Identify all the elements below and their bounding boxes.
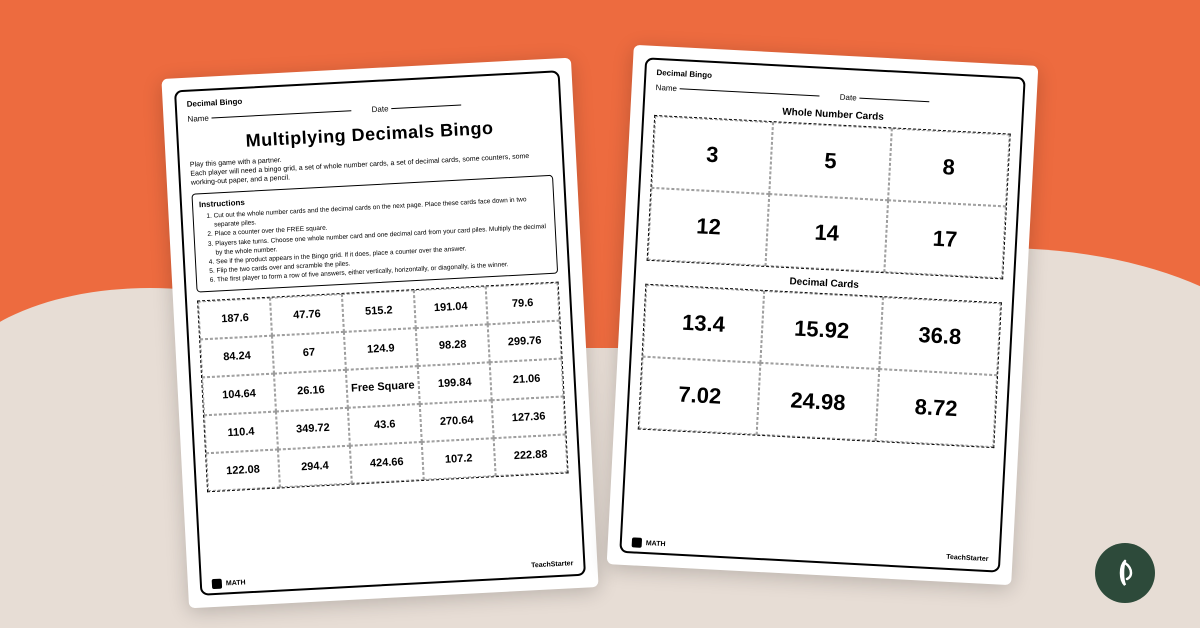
card: 36.8 [879, 297, 1001, 375]
bingo-cell: 21.06 [490, 359, 564, 401]
subject: MATH [646, 540, 666, 548]
bingo-cell: 110.4 [204, 412, 278, 454]
card: 15.92 [761, 291, 883, 369]
bingo-cell: Free Square [346, 366, 420, 408]
worksheet-page-2: Decimal Bingo Name Date Whole Number Car… [607, 45, 1039, 585]
whole-number-cards: 358 121417 [647, 115, 1011, 279]
bingo-cell: 191.04 [414, 286, 488, 328]
bingo-cell: 294.4 [278, 446, 352, 488]
bingo-cell: 79.6 [486, 283, 560, 325]
bingo-cell: 222.88 [494, 434, 568, 476]
bingo-cell: 43.6 [348, 404, 422, 446]
card: 14 [766, 194, 888, 272]
bingo-cell: 199.84 [418, 362, 492, 404]
date-label: Date [371, 100, 461, 114]
card: 13.4 [643, 285, 765, 363]
card: 8 [888, 128, 1010, 206]
card: 5 [770, 122, 892, 200]
bingo-cell: 127.36 [492, 397, 566, 439]
name-label: Name [187, 106, 352, 124]
bingo-cell: 349.72 [276, 408, 350, 450]
subject: MATH [226, 579, 246, 587]
decimal-cards: 13.415.9236.8 7.0224.988.72 [638, 284, 1002, 448]
bingo-cell: 299.76 [488, 321, 562, 363]
card: 3 [651, 116, 773, 194]
bingo-cell: 67 [272, 332, 346, 374]
instructions-box: Instructions Cut out the whole number ca… [191, 175, 558, 293]
bingo-cell: 424.66 [350, 442, 424, 484]
bingo-cell: 26.16 [274, 370, 348, 412]
bingo-cell: 47.76 [270, 294, 344, 336]
card: 8.72 [875, 369, 997, 447]
bingo-cell: 84.24 [200, 336, 274, 378]
bingo-cell: 104.64 [202, 374, 276, 416]
worksheet-page-1: Decimal Bingo Name Date Multiplying Deci… [161, 58, 598, 609]
date-label: Date [840, 93, 930, 107]
card: 24.98 [757, 363, 879, 441]
brand: TeachStarter [946, 554, 989, 566]
bingo-cell: 107.2 [422, 438, 496, 480]
bingo-cell: 515.2 [342, 290, 416, 332]
card: 12 [648, 188, 770, 266]
card: 17 [884, 200, 1006, 278]
brand: TeachStarter [531, 560, 574, 572]
card: 7.02 [639, 357, 761, 435]
bingo-cell: 270.64 [420, 400, 494, 442]
bingo-cell: 122.08 [206, 450, 280, 492]
bingo-cell: 98.28 [416, 324, 490, 366]
bingo-grid: 187.647.76515.2191.0479.6 84.2467124.998.… [197, 282, 569, 493]
brand-logo [1095, 543, 1155, 603]
bingo-cell: 124.9 [344, 328, 418, 370]
name-label: Name [655, 83, 820, 101]
bingo-cell: 187.6 [198, 298, 272, 340]
